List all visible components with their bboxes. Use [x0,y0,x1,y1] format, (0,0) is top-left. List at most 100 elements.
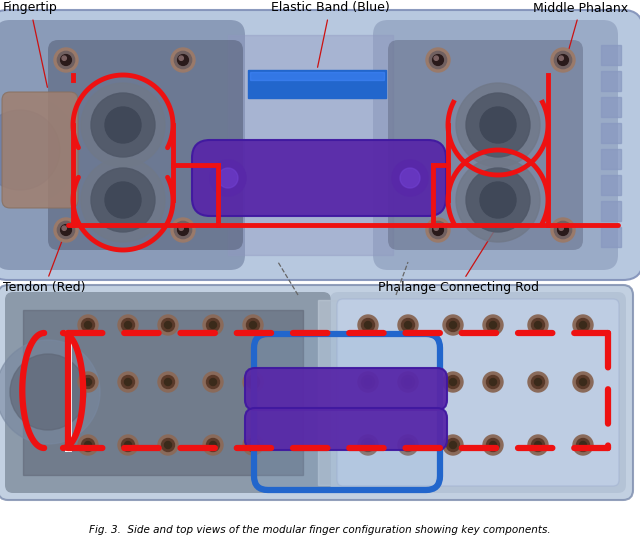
Circle shape [456,158,540,242]
Circle shape [426,218,450,242]
Circle shape [483,315,503,335]
Text: Fig. 3.  Side and top views of the modular finger configuration showing key comp: Fig. 3. Side and top views of the modula… [89,525,551,535]
Text: Elastic Band (Blue): Elastic Band (Blue) [271,2,389,67]
Circle shape [105,182,141,218]
Circle shape [122,318,134,331]
Circle shape [443,435,463,455]
FancyBboxPatch shape [373,20,618,270]
Circle shape [534,442,541,448]
Circle shape [209,442,216,448]
Circle shape [0,340,100,444]
Circle shape [551,218,575,242]
FancyBboxPatch shape [245,368,447,410]
Circle shape [557,225,568,236]
Circle shape [81,83,165,167]
Circle shape [404,442,412,448]
Bar [601,123,621,143]
Circle shape [246,318,259,331]
FancyBboxPatch shape [330,292,626,493]
Circle shape [358,372,378,392]
Circle shape [209,322,216,329]
Circle shape [559,226,563,230]
Circle shape [62,56,67,60]
Circle shape [243,372,263,392]
Circle shape [433,54,444,65]
Circle shape [0,95,78,205]
Circle shape [10,354,86,430]
Circle shape [250,442,257,448]
Text: Tendon (Red): Tendon (Red) [3,227,86,294]
FancyBboxPatch shape [388,40,583,250]
Circle shape [243,435,263,455]
Text: Fingertip: Fingertip [3,2,58,87]
FancyBboxPatch shape [2,92,78,208]
Circle shape [81,375,95,388]
Circle shape [243,315,263,335]
Circle shape [426,48,450,72]
Circle shape [398,315,418,335]
Circle shape [486,375,499,388]
Circle shape [573,315,593,335]
FancyBboxPatch shape [0,20,245,270]
Circle shape [179,226,184,230]
Circle shape [400,168,420,188]
Circle shape [161,438,175,452]
Circle shape [449,379,456,386]
Circle shape [443,372,463,392]
Circle shape [84,379,92,386]
Circle shape [207,318,220,331]
Circle shape [490,322,497,329]
Circle shape [483,372,503,392]
Circle shape [486,318,499,331]
Circle shape [218,168,238,188]
Circle shape [161,375,175,388]
Circle shape [81,158,165,242]
Bar [601,175,621,195]
Circle shape [209,379,216,386]
Bar [248,70,386,98]
Circle shape [531,438,545,452]
Circle shape [207,375,220,388]
Circle shape [398,372,418,392]
Circle shape [210,160,246,196]
Circle shape [78,435,98,455]
Circle shape [164,379,172,386]
Circle shape [534,379,541,386]
Circle shape [250,322,257,329]
Bar [601,201,621,221]
Circle shape [158,315,178,335]
Circle shape [579,322,586,329]
FancyBboxPatch shape [254,334,440,490]
Circle shape [174,221,191,239]
Bar [23,310,303,475]
Circle shape [203,315,223,335]
Circle shape [447,375,460,388]
Circle shape [365,379,371,386]
Circle shape [84,322,92,329]
Circle shape [401,438,415,452]
Circle shape [449,442,456,448]
Circle shape [483,435,503,455]
Circle shape [158,435,178,455]
Circle shape [392,160,428,196]
Circle shape [118,315,138,335]
Circle shape [118,435,138,455]
Bar [601,71,621,91]
Circle shape [401,318,415,331]
Circle shape [577,375,589,388]
Circle shape [207,438,220,452]
Circle shape [171,48,195,72]
Circle shape [125,379,131,386]
Bar [601,45,621,65]
Bar [601,97,621,117]
Circle shape [54,218,78,242]
Circle shape [250,379,257,386]
Circle shape [404,322,412,329]
Circle shape [551,48,575,72]
Circle shape [434,56,438,60]
Circle shape [528,372,548,392]
Bar [601,227,621,247]
FancyBboxPatch shape [245,408,447,450]
FancyBboxPatch shape [48,40,243,250]
Bar [250,72,384,80]
